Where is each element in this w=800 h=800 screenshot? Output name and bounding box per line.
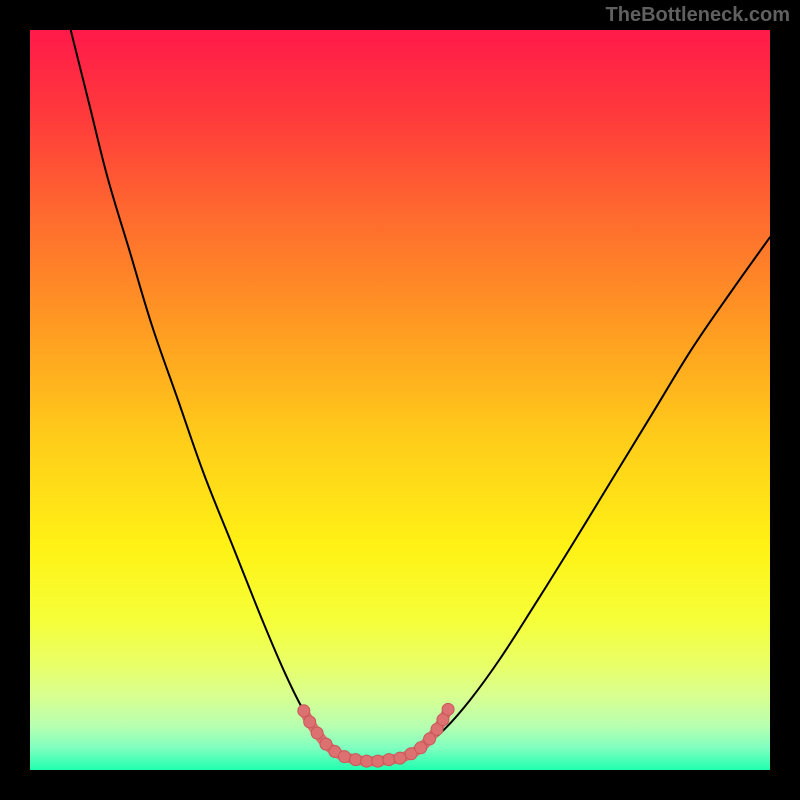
marker-dot — [304, 716, 316, 728]
marker-dot — [383, 754, 395, 766]
chart-svg — [30, 30, 770, 770]
watermark-text: TheBottleneck.com — [606, 4, 790, 27]
marker-dot — [311, 727, 323, 739]
marker-dot — [415, 742, 427, 754]
marker-dot — [361, 755, 373, 767]
marker-dot — [350, 754, 362, 766]
marker-dot — [394, 752, 406, 764]
marker-dot — [372, 755, 384, 767]
right-curve — [400, 237, 770, 759]
left-curve — [71, 30, 356, 759]
marker-dot — [339, 751, 351, 763]
marker-dot — [298, 705, 310, 717]
plot-area — [30, 30, 770, 770]
marker-dot — [442, 703, 454, 715]
